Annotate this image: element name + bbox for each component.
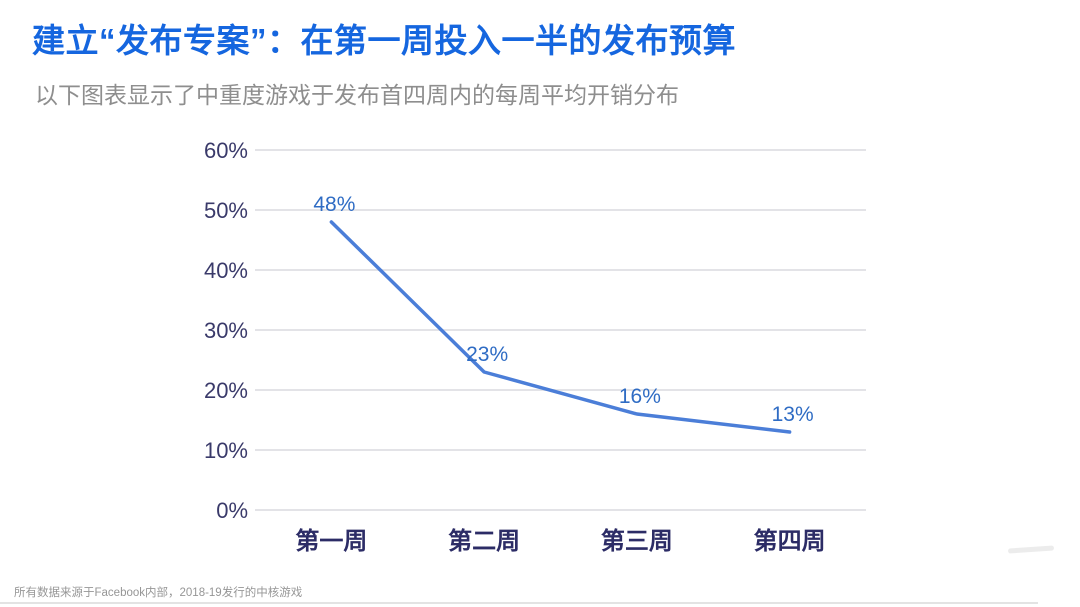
x-axis-category-label: 第三周: [601, 527, 673, 555]
slide-bottom-edge: [0, 602, 1038, 604]
data-point-label: 16%: [619, 385, 661, 408]
x-axis-category-label: 第一周: [295, 527, 367, 555]
x-axis-category-label: 第二周: [448, 527, 520, 555]
data-point-label: 48%: [313, 193, 355, 216]
data-point-label: 23%: [466, 343, 508, 366]
data-line: [329, 220, 792, 434]
y-axis-tick-label: 60%: [204, 138, 248, 163]
x-axis-category-label: 第四周: [754, 527, 826, 555]
data-point-label: 13%: [772, 403, 814, 426]
page-subtitle: 以下图表显示了中重度游戏于发布首四周内的每周平均开销分布: [35, 82, 679, 108]
y-axis-tick-label: 0%: [216, 498, 248, 523]
y-axis-tick-label: 40%: [204, 258, 248, 283]
y-axis-tick-label: 10%: [204, 438, 248, 463]
y-axis-tick-label: 50%: [204, 198, 248, 223]
y-axis-tick-label: 20%: [204, 378, 248, 403]
page-title: 建立“发布专案”：在第一周投入一半的发布预算: [32, 22, 736, 59]
y-axis-tick-label: 30%: [204, 318, 248, 343]
source-note: 所有数据来源于Facebook内部，2018-19发行的中核游戏: [14, 587, 303, 599]
